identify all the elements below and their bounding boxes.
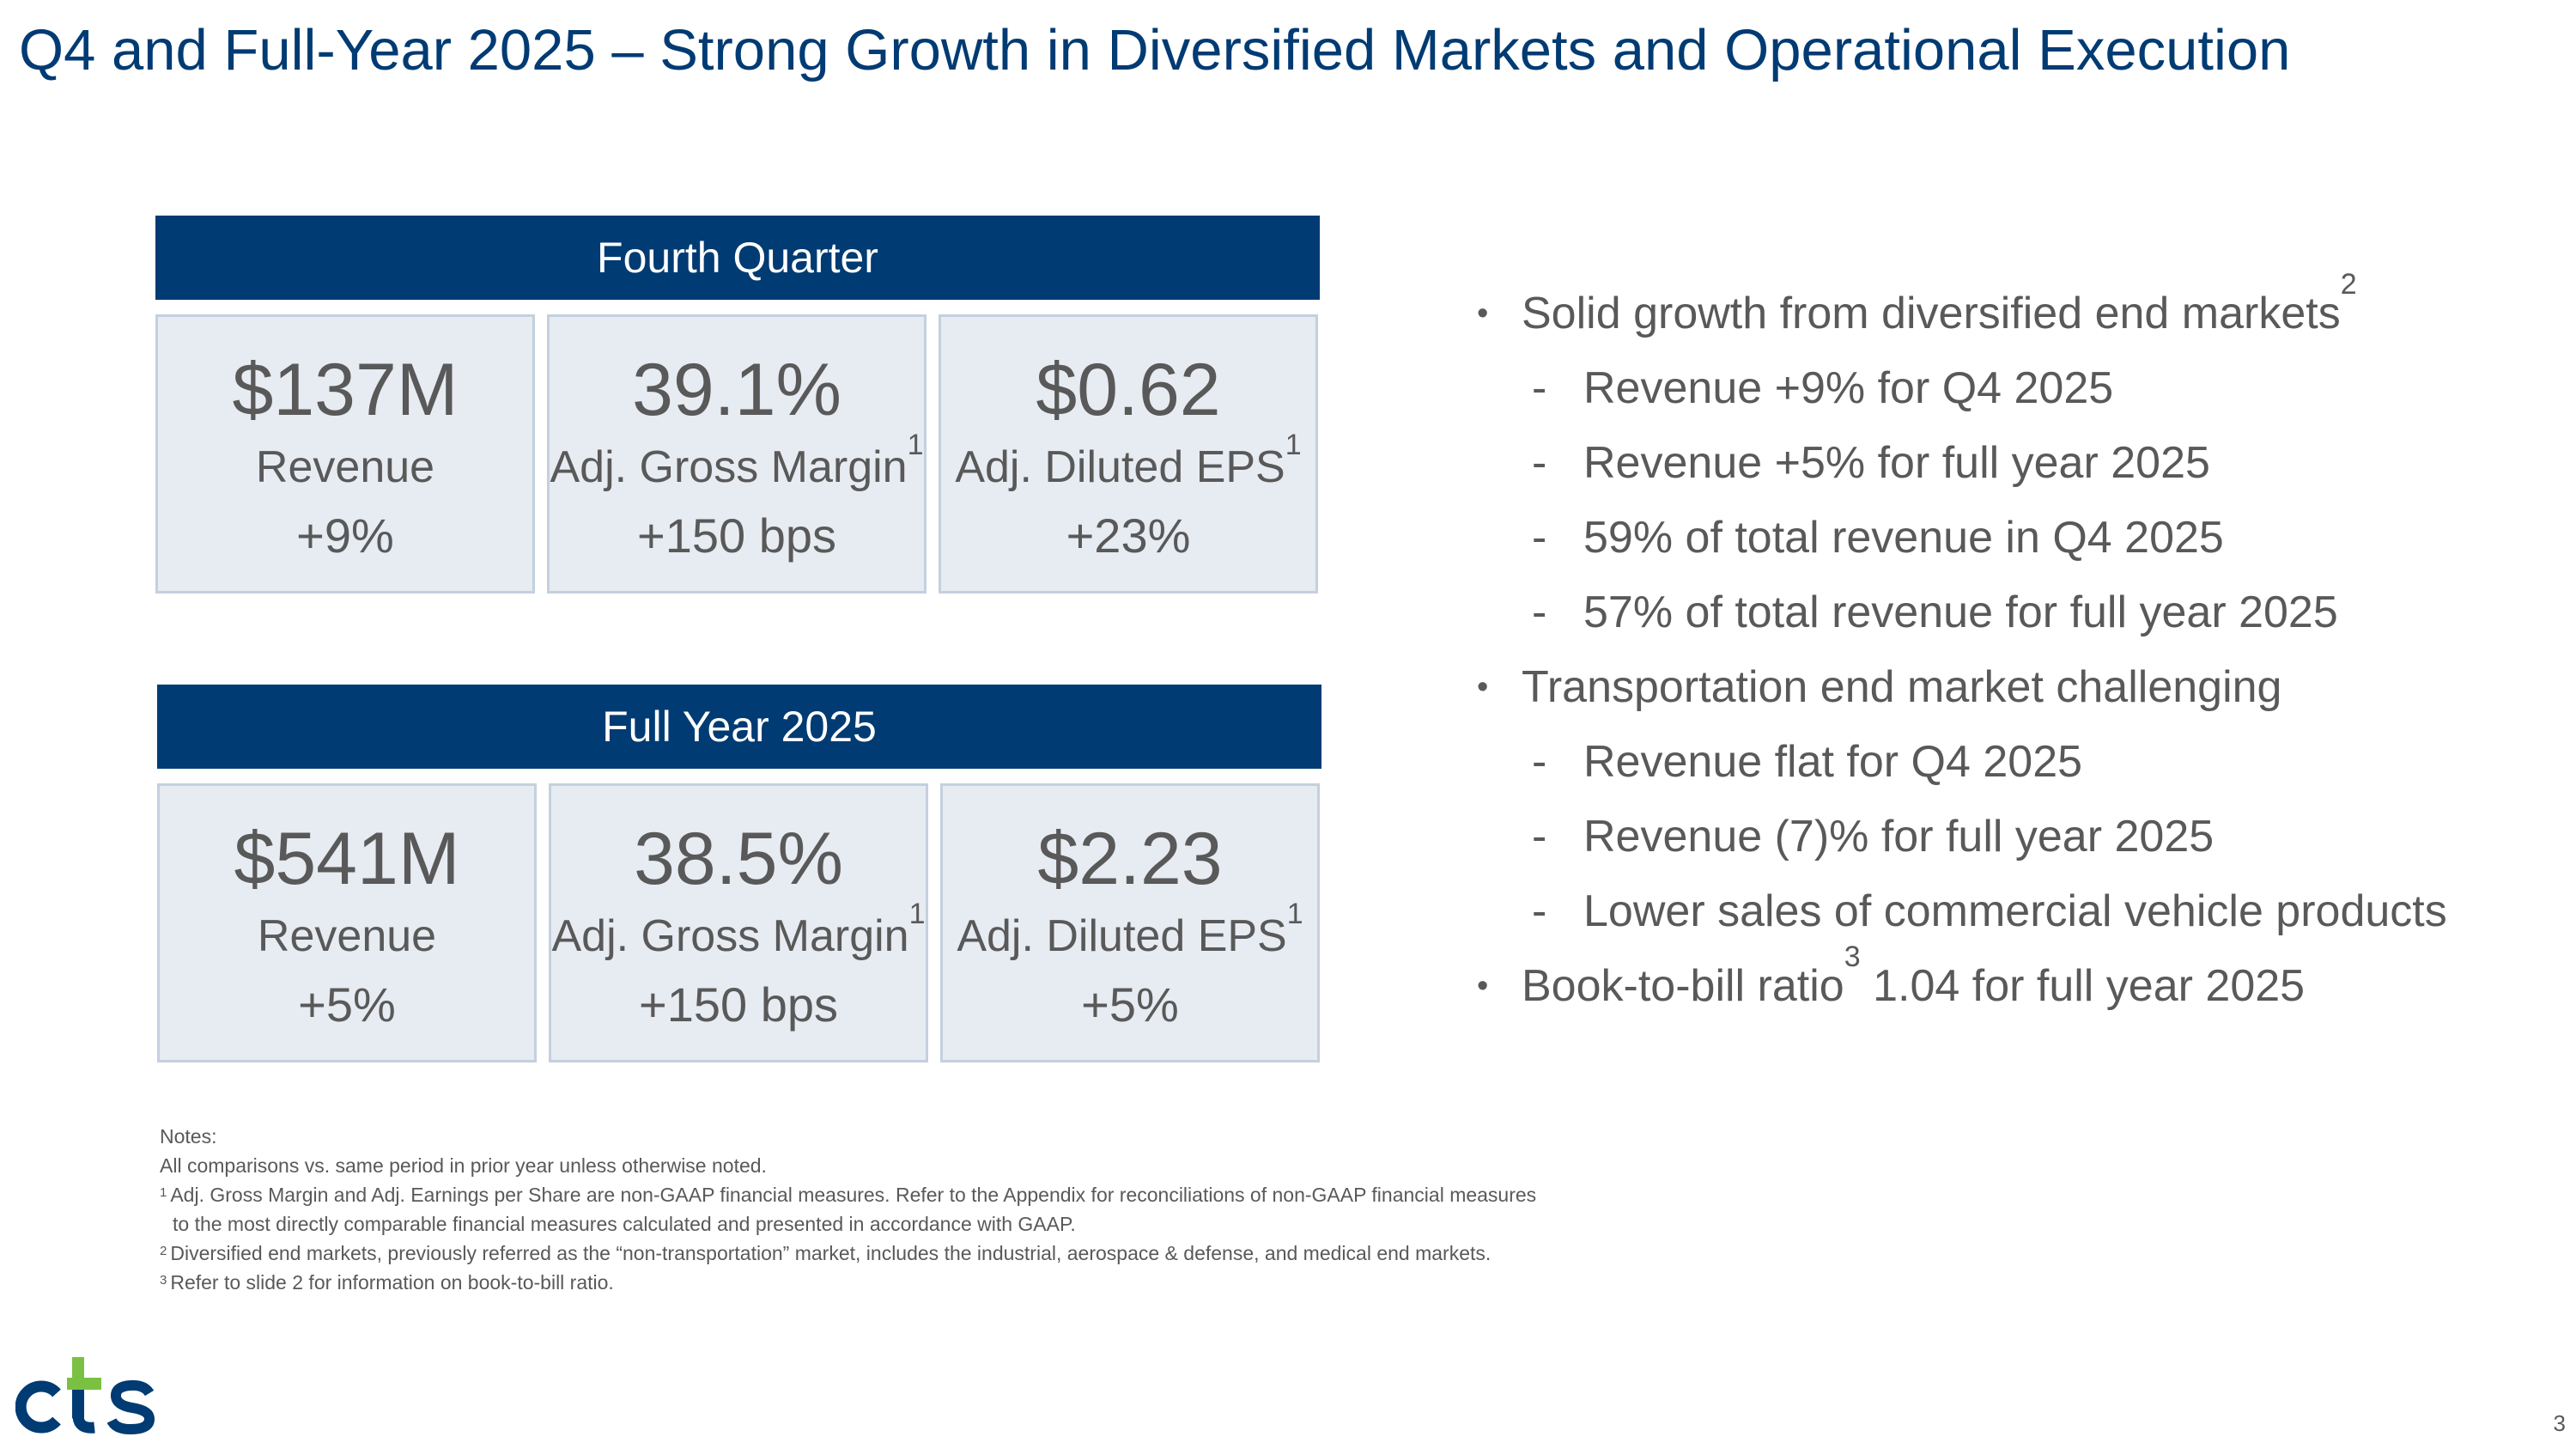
notes-heading: Notes: [160, 1125, 217, 1148]
logo-green-horizontal [67, 1378, 101, 1390]
sub-bullet-text: Lower sales of commercial vehicle produc… [1583, 886, 2447, 936]
bullet-text: Book-to-bill ratio3 1.04 for full year 2… [1522, 942, 2306, 1024]
full-year-section: Full Year 2025 $541M Revenue +5% 38.5% A… [157, 685, 1321, 1062]
notes-general: All comparisons vs. same period in prior… [160, 1154, 767, 1177]
q4-gross-margin-label-text: Adj. Gross Margin [550, 442, 908, 492]
sub-bullet-text: 57% of total revenue for full year 2025 [1583, 588, 2338, 637]
sub-bullet-item: - Revenue (7)% for full year 2025 [1477, 800, 2559, 874]
dash-icon: - [1532, 588, 1547, 637]
q4-revenue-tile: $137M Revenue +9% [155, 314, 535, 594]
q4-eps-label: Adj. Diluted EPS1 [941, 430, 1315, 497]
fy-gross-margin-tile: 38.5% Adj. Gross Margin1 +150 bps [549, 783, 928, 1062]
sub-bullet-text: Revenue flat for Q4 2025 [1583, 737, 2083, 787]
logo-letter-c [15, 1380, 61, 1434]
q4-revenue-label-text: Revenue [255, 442, 435, 492]
notes-section: Notes: All comparisons vs. same period i… [160, 1122, 1791, 1297]
footnote-marker: 1 [160, 1185, 167, 1200]
dash-icon: - [1532, 363, 1547, 413]
fy-revenue-label: Revenue [160, 906, 534, 966]
q4-eps-label-text: Adj. Diluted EPS [955, 442, 1285, 492]
footnote-text: Diversified end markets, previously refe… [170, 1242, 1492, 1264]
fy-gross-margin-change: +150 bps [639, 977, 838, 1032]
fy-gross-margin-label-text: Adj. Gross Margin [551, 911, 909, 961]
fourth-quarter-header: Fourth Quarter [155, 216, 1320, 300]
sub-bullet-text: 59% of total revenue in Q4 2025 [1583, 513, 2224, 563]
footnote-1-continuation: to the most directly comparable financia… [173, 1213, 1076, 1235]
page-number: 3 [2553, 1410, 2566, 1436]
sub-bullet-item: - Revenue +9% for Q4 2025 [1477, 351, 2559, 426]
dash-icon: - [1532, 886, 1547, 936]
fourth-quarter-tiles: $137M Revenue +9% 39.1% Adj. Gross Margi… [155, 314, 1320, 594]
sub-bullet-item: - 59% of total revenue in Q4 2025 [1477, 501, 2559, 575]
fy-revenue-tile: $541M Revenue +5% [157, 783, 537, 1062]
q4-eps-value: $0.62 [1036, 349, 1221, 431]
bullet-text: Transportation end market challenging [1522, 662, 2282, 712]
q4-revenue-label: Revenue [158, 437, 532, 497]
fy-revenue-label-text: Revenue [257, 911, 437, 961]
full-year-tiles: $541M Revenue +5% 38.5% Adj. Gross Margi… [157, 783, 1321, 1062]
dash-icon: - [1532, 438, 1547, 488]
fy-gross-margin-label: Adj. Gross Margin1 [551, 899, 926, 966]
q4-revenue-change: +9% [296, 508, 394, 563]
bullet-text: Solid growth from diversified end market… [1522, 270, 2357, 351]
fourth-quarter-section: Fourth Quarter $137M Revenue +9% 39.1% A… [155, 216, 1320, 594]
bullet-icon: • [1477, 295, 1489, 332]
fy-revenue-value: $541M [234, 818, 460, 900]
cts-logo [15, 1357, 155, 1434]
bullet-item: • Book-to-bill ratio3 1.04 for full year… [1477, 942, 2559, 1024]
footnote-marker: 1 [908, 898, 926, 930]
sub-bullet-item: - Revenue +5% for full year 2025 [1477, 426, 2559, 501]
bullet-item: • Transportation end market challenging [1477, 650, 2559, 725]
logo-letter-t-tail [72, 1415, 95, 1434]
bullet-icon: • [1477, 968, 1489, 1004]
highlights-list: • Solid growth from diversified end mark… [1477, 270, 2559, 1024]
q4-gross-margin-change: +150 bps [637, 508, 836, 563]
logo-green-vertical [72, 1357, 84, 1379]
bullet-text-before: Book-to-bill ratio [1522, 961, 1844, 1011]
footnote-marker: 3 [1844, 941, 1861, 973]
footnote-marker: 1 [907, 429, 924, 461]
footnote-marker: 1 [1286, 898, 1303, 930]
q4-revenue-value: $137M [232, 349, 459, 431]
q4-gross-margin-value: 39.1% [632, 349, 841, 431]
logo-letter-s [106, 1379, 155, 1434]
fy-eps-label-text: Adj. Diluted EPS [957, 911, 1287, 961]
sub-bullet-text: Revenue +5% for full year 2025 [1583, 438, 2210, 488]
footnote-1: 1 Adj. Gross Margin and Adj. Earnings per… [160, 1180, 1791, 1209]
slide-title: Q4 and Full-Year 2025 – Strong Growth in… [19, 18, 2291, 82]
footnote-3: 3 Refer to slide 2 for information on boo… [160, 1268, 1791, 1297]
sub-bullet-text: Revenue (7)% for full year 2025 [1583, 812, 2215, 861]
fy-gross-margin-value: 38.5% [634, 818, 843, 900]
bullet-item: • Solid growth from diversified end mark… [1477, 270, 2559, 351]
fy-eps-label: Adj. Diluted EPS1 [943, 899, 1317, 966]
fy-eps-value: $2.23 [1037, 818, 1223, 900]
full-year-header: Full Year 2025 [157, 685, 1321, 769]
q4-gross-margin-label: Adj. Gross Margin1 [550, 430, 924, 497]
sub-bullet-item: - Revenue flat for Q4 2025 [1477, 725, 2559, 800]
sub-bullet-item: - 57% of total revenue for full year 202… [1477, 575, 2559, 650]
bullet-text-content: Solid growth from diversified end market… [1522, 289, 2341, 338]
footnote-marker: 2 [2340, 268, 2357, 301]
sub-bullet-item: - Lower sales of commercial vehicle prod… [1477, 874, 2559, 949]
dash-icon: - [1532, 737, 1547, 787]
footnote-marker: 3 [160, 1273, 167, 1288]
footnote-2: 2 Diversified end markets, previously ref… [160, 1239, 1791, 1268]
dash-icon: - [1532, 513, 1547, 563]
bullet-icon: • [1477, 669, 1489, 705]
footnote-text: Adj. Gross Margin and Adj. Earnings per … [170, 1184, 1537, 1206]
q4-eps-change: +23% [1066, 508, 1191, 563]
footnote-text: Refer to slide 2 for information on book… [170, 1271, 614, 1294]
q4-gross-margin-tile: 39.1% Adj. Gross Margin1 +150 bps [547, 314, 927, 594]
footnote-marker: 2 [160, 1244, 167, 1258]
q4-eps-tile: $0.62 Adj. Diluted EPS1 +23% [939, 314, 1318, 594]
sub-bullet-text: Revenue +9% for Q4 2025 [1583, 363, 2114, 413]
fy-eps-change: +5% [1081, 977, 1179, 1032]
dash-icon: - [1532, 812, 1547, 861]
footnote-marker: 1 [1285, 429, 1302, 461]
fy-eps-tile: $2.23 Adj. Diluted EPS1 +5% [940, 783, 1320, 1062]
fy-revenue-change: +5% [298, 977, 396, 1032]
bullet-text-after: 1.04 for full year 2025 [1860, 961, 2306, 1011]
